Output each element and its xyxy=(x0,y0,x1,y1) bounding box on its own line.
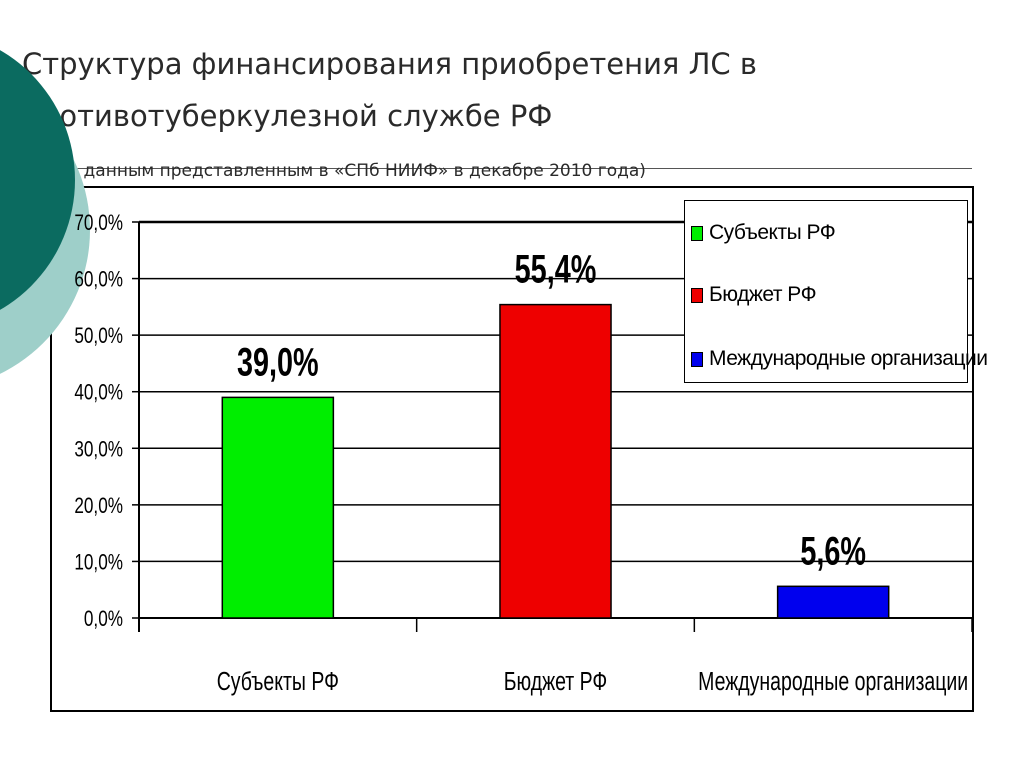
bar-2 xyxy=(499,303,612,619)
category-label-1: Субъекты РФ xyxy=(217,666,339,695)
y-tick-label: 70,0% xyxy=(74,211,123,236)
y-tick-label: 30,0% xyxy=(74,437,123,462)
legend-label-international: Международные организации xyxy=(709,347,988,370)
legend-swatch-international xyxy=(691,351,703,367)
legend-swatch-subjects xyxy=(691,225,703,241)
y-tick-label: 40,0% xyxy=(74,381,123,406)
data-label-2: 55,4% xyxy=(515,247,597,292)
y-tick-label: 20,0% xyxy=(74,494,123,519)
legend-label-budget: Бюджет РФ xyxy=(709,283,817,306)
chart-legend: Субъекты РФ Бюджет РФ Международные орга… xyxy=(684,200,988,383)
slide-subtitle: (по данным представленным в «СПб НИИФ» в… xyxy=(50,161,646,181)
category-label-2: Бюджет РФ xyxy=(504,666,608,695)
data-label-3: 5,6% xyxy=(800,529,866,574)
bar-1 xyxy=(221,396,335,619)
decor-circle-dark xyxy=(0,50,75,310)
data-label-1: 39,0% xyxy=(237,340,319,385)
bar-3 xyxy=(776,585,890,619)
y-tick-label: 10,0% xyxy=(74,550,123,575)
y-tick-label: 50,0% xyxy=(74,324,123,349)
legend-swatch-budget xyxy=(691,287,703,303)
title-line-2: противотуберкулезной службе РФ xyxy=(22,99,553,133)
slide-title: Структура финансирования приобретения ЛС… xyxy=(22,38,922,142)
corner-decoration xyxy=(0,50,90,374)
legend-item-international: Международные организации xyxy=(691,347,988,371)
legend-item-budget: Бюджет РФ xyxy=(691,283,817,307)
y-tick-label: 0,0% xyxy=(84,607,123,632)
legend-label-subjects: Субъекты РФ xyxy=(709,221,836,244)
title-rule xyxy=(50,168,972,169)
y-tick-label: 60,0% xyxy=(74,268,123,293)
title-line-1: Структура финансирования приобретения ЛС… xyxy=(22,47,757,81)
category-label-3: Международные организации xyxy=(698,666,968,695)
legend-item-subjects: Субъекты РФ xyxy=(691,221,836,245)
